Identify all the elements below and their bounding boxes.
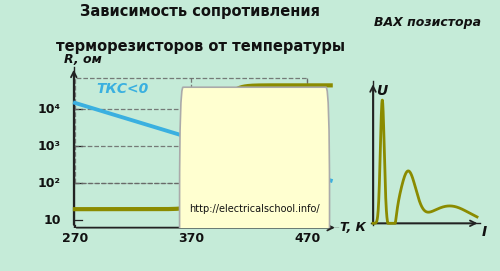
Text: Зависимость сопротивления: Зависимость сопротивления [80,4,320,19]
Text: ТКС<0: ТКС<0 [96,82,148,96]
Text: 10: 10 [44,214,61,227]
Text: ВАХ позистора: ВАХ позистора [374,16,481,29]
Text: U: U [376,84,388,98]
Text: T, К: T, К [340,221,366,234]
Text: 270: 270 [62,232,88,245]
Text: 10³: 10³ [38,140,61,153]
Text: терморезисторов от температуры: терморезисторов от температуры [56,39,344,54]
Text: 10⁴: 10⁴ [38,103,61,116]
Text: 370: 370 [178,232,204,245]
Text: ТКС>0: ТКС>0 [189,111,241,125]
FancyBboxPatch shape [180,87,330,271]
Text: http://electricalschool.info/: http://electricalschool.info/ [189,204,320,214]
Text: R, ом: R, ом [64,53,102,66]
Text: I: I [482,225,486,239]
Text: 10²: 10² [38,177,61,190]
Text: 470: 470 [294,232,320,245]
